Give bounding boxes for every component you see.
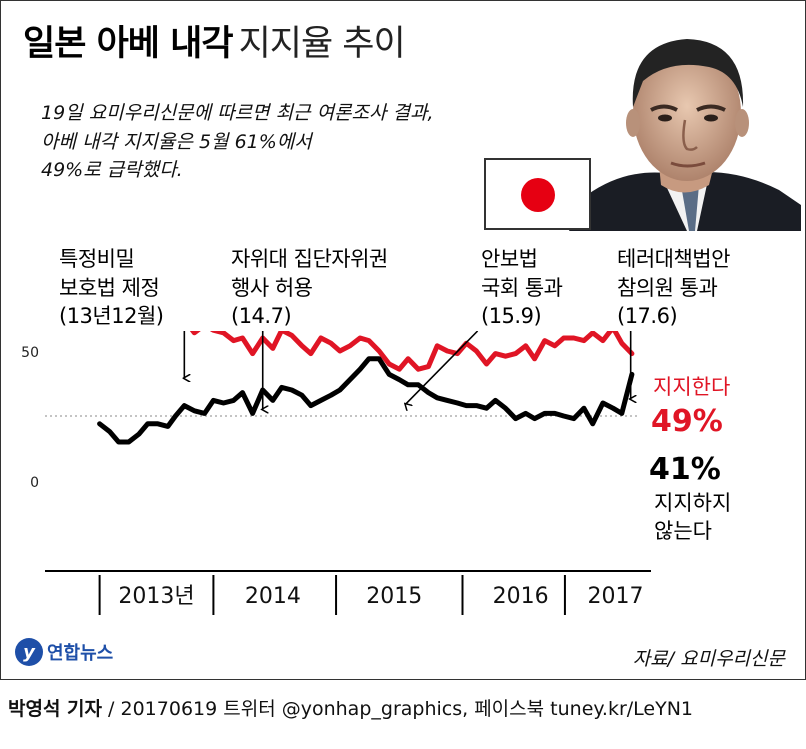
event-label-secrecy-law: 특정비밀 보호법 제정 (13년12월) — [59, 245, 164, 331]
subtitle: 19일 요미우리신문에 따르면 최근 여론조사 결과, 아베 내각 지지율은 5… — [41, 99, 511, 185]
year-label-4: 2016 — [493, 584, 549, 609]
event-label-terror-bill: 테러대책법안 참의원 통과 (17.6) — [617, 245, 730, 331]
year-label-3: 2015 — [366, 584, 422, 609]
subtitle-line-2: 아베 내각 지지율은 5월 61%에서 — [41, 130, 312, 153]
legend-oppose-label-line-2: 않는다 — [654, 519, 712, 544]
legend-oppose-label: 지지하지 않는다 — [654, 489, 731, 546]
y-tick-label-top: 50 — [21, 345, 39, 361]
footer-credit: 박영석 기자 / 20170619 트위터 @yonhap_graphics, … — [8, 694, 693, 721]
event-4-line-1: 테러대책법안 — [617, 247, 730, 271]
event-2-line-3: (14.7) — [231, 304, 292, 329]
support-series-line — [189, 331, 635, 372]
event-3-line-2: 국회 통과 — [481, 275, 563, 300]
title-light: 지지율 추이 — [238, 24, 406, 64]
event-label-collective-defense: 자위대 집단자위권 행사 허용 (14.7) — [231, 245, 388, 331]
event-arrow-3 — [406, 331, 479, 404]
year-label-5: 2017 — [588, 584, 644, 609]
abe-portrait-image — [569, 15, 801, 231]
footer-byline: 박영석 기자 — [8, 698, 103, 720]
legend-support-value: 49% — [651, 404, 723, 439]
event-label-security-law: 안보법 국회 통과 (15.9) — [481, 245, 563, 331]
y-tick-label-bottom: 0 — [30, 475, 39, 491]
yonhap-logo: y 연합뉴스 — [15, 638, 113, 666]
title-bold: 일본 아베 내각 — [23, 24, 234, 64]
event-4-line-2: 참의원 통과 — [617, 275, 718, 300]
infographic-frame: 일본 아베 내각 지지율 추이 19일 요미우리신문에 따르면 최근 여론조사 결… — [0, 0, 806, 680]
yonhap-logo-text: 연합뉴스 — [47, 643, 114, 664]
flag-sun — [521, 178, 555, 212]
legend-oppose-label-line-1: 지지하지 — [654, 491, 732, 515]
event-2-line-2: 행사 허용 — [231, 275, 313, 300]
event-1-line-1: 특정비밀 — [59, 247, 135, 271]
event-3-line-1: 안보법 — [481, 247, 538, 271]
chart-title: 일본 아베 내각 지지율 추이 — [23, 15, 406, 66]
year-label-1: 2013년 — [118, 584, 194, 609]
event-1-line-3: (13년12월) — [59, 304, 164, 329]
event-3-line-3: (15.9) — [481, 304, 542, 329]
event-2-line-1: 자위대 집단자위권 — [231, 247, 388, 271]
event-1-line-2: 보호법 제정 — [59, 275, 160, 300]
yonhap-logo-icon: y — [15, 638, 43, 666]
event-4-line-3: (17.6) — [617, 304, 678, 329]
legend-support-label: 지지한다 — [653, 375, 731, 399]
approval-line-chart: 50 0 2013년 2014 2015 2016 2017 — [21, 331, 651, 615]
footer-details: / 20170619 트위터 @yonhap_graphics, 페이스북 tu… — [102, 698, 694, 720]
oppose-series-line — [97, 356, 635, 445]
legend-oppose-value: 41% — [649, 452, 721, 487]
year-label-2: 2014 — [245, 584, 301, 609]
source-credit: 자료/ 요미우리신문 — [632, 648, 785, 670]
subtitle-line-1: 19일 요미우리신문에 따르면 최근 여론조사 결과, — [41, 102, 434, 124]
japan-flag-icon — [484, 158, 591, 230]
subtitle-line-3: 49%로 급락했다. — [41, 159, 183, 181]
